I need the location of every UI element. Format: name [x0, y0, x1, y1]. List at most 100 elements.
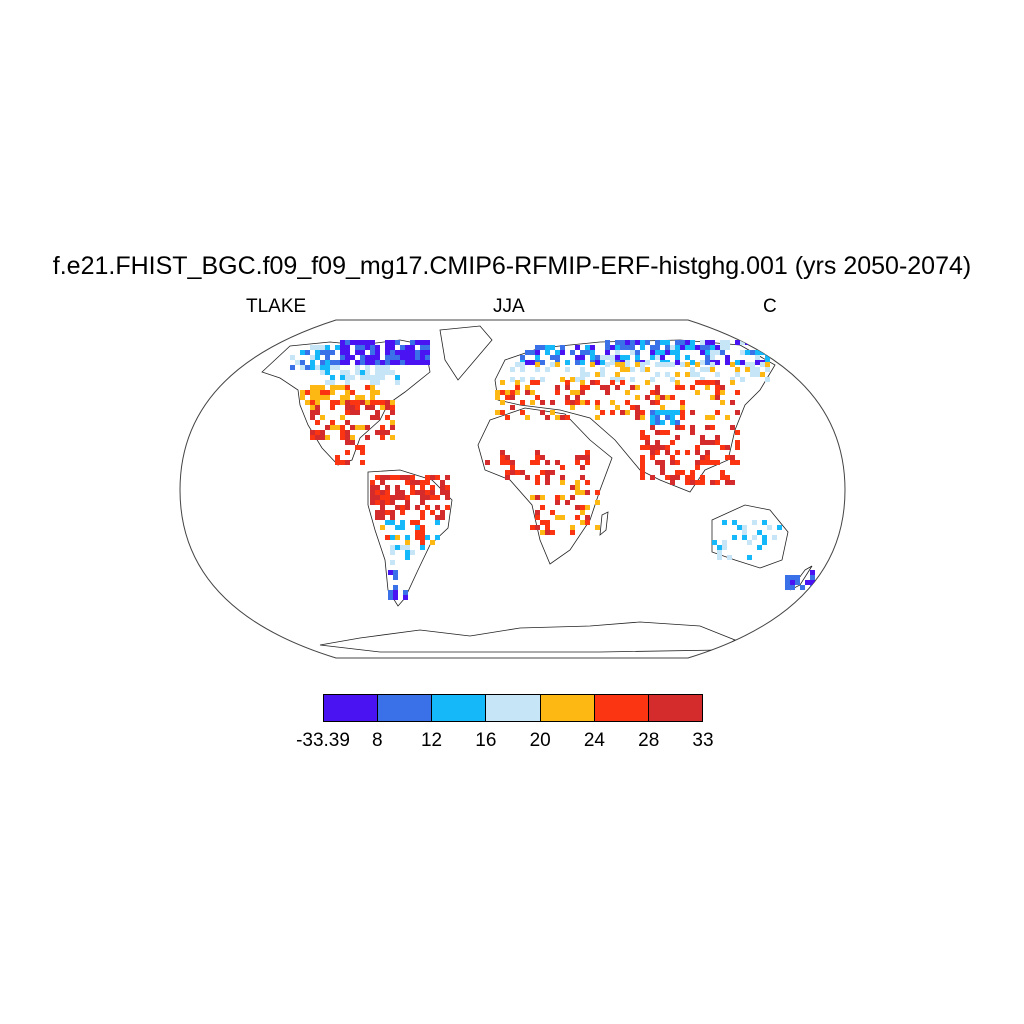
- grid-cell: [655, 372, 660, 377]
- grid-cell: [757, 545, 762, 550]
- grid-cell: [310, 430, 315, 435]
- grid-cell: [325, 345, 330, 350]
- grid-cell: [665, 415, 670, 420]
- grid-cell: [680, 340, 685, 345]
- grid-cell: [330, 400, 335, 405]
- grid-cell: [350, 390, 355, 395]
- grid-cell: [650, 415, 655, 420]
- grid-cell: [385, 535, 390, 540]
- grid-cell: [330, 380, 335, 385]
- grid-cell: [365, 355, 370, 360]
- grid-cell: [565, 380, 570, 385]
- grid-cell: [530, 380, 535, 385]
- grid-cell: [755, 367, 760, 372]
- grid-cell: [645, 340, 650, 345]
- grid-cell: [650, 455, 655, 460]
- grid-cell: [310, 400, 315, 405]
- grid-cell: [605, 390, 610, 395]
- grid-cell: [595, 355, 600, 360]
- grid-cell: [395, 505, 400, 510]
- grid-cell: [600, 360, 605, 365]
- grid-cell: [385, 475, 390, 480]
- grid-cell: [675, 345, 680, 350]
- grid-cell: [540, 495, 545, 500]
- grid-cell: [640, 415, 645, 420]
- grid-cell: [545, 415, 550, 420]
- grid-cell: [670, 460, 675, 465]
- grid-cell: [680, 425, 685, 430]
- grid-cell: [500, 410, 505, 415]
- grid-cell: [745, 350, 750, 355]
- grid-cell: [515, 385, 520, 390]
- grid-cell: [560, 377, 565, 382]
- grid-cell: [370, 355, 375, 360]
- grid-cell: [400, 350, 405, 355]
- grid-cell: [675, 385, 680, 390]
- grid-cell: [390, 400, 395, 405]
- grid-cell: [665, 395, 670, 400]
- grid-cell: [330, 420, 335, 425]
- grid-cell: [388, 595, 393, 600]
- grid-cell: [380, 525, 385, 530]
- grid-cell: [535, 350, 540, 355]
- grid-cell: [415, 340, 420, 345]
- grid-cell: [350, 340, 355, 345]
- grid-cell: [565, 500, 570, 505]
- grid-cell: [580, 372, 585, 377]
- grid-cell: [365, 365, 370, 370]
- grid-cell: [645, 380, 650, 385]
- grid-cell: [695, 480, 700, 485]
- grid-cell: [370, 415, 375, 420]
- grid-cell: [635, 362, 640, 367]
- grid-cell: [590, 350, 595, 355]
- grid-cell: [705, 380, 710, 385]
- grid-cell: [370, 390, 375, 395]
- grid-cell: [415, 360, 420, 365]
- grid-cell: [660, 350, 665, 355]
- grid-cell: [445, 495, 450, 500]
- grid-cell: [310, 410, 315, 415]
- grid-cell: [620, 377, 625, 382]
- grid-cell: [430, 510, 435, 515]
- grid-cell: [630, 340, 635, 345]
- grid-cell: [410, 480, 415, 485]
- grid-cell: [700, 367, 705, 372]
- grid-cell: [370, 395, 375, 400]
- grid-cell: [570, 390, 575, 395]
- grid-cell: [722, 540, 727, 545]
- grid-cell: [605, 385, 610, 390]
- grid-cell: [410, 345, 415, 350]
- grid-cell: [380, 480, 385, 485]
- grid-cell: [725, 360, 730, 365]
- grid-cell: [575, 505, 580, 510]
- grid-cell: [710, 395, 715, 400]
- grid-cell: [650, 350, 655, 355]
- grid-cell: [495, 390, 500, 395]
- colorbar-swatch: [378, 695, 433, 721]
- grid-cell: [560, 345, 565, 350]
- grid-cell: [595, 490, 600, 495]
- grid-cell: [760, 362, 765, 367]
- grid-cell: [390, 520, 395, 525]
- grid-cell: [325, 355, 330, 360]
- grid-cell: [500, 390, 505, 395]
- grid-cell: [785, 585, 790, 590]
- grid-cell: [320, 385, 325, 390]
- grid-cell: [635, 410, 640, 415]
- grid-cell: [585, 385, 590, 390]
- grid-cell: [655, 400, 660, 405]
- grid-cell: [420, 495, 425, 500]
- grid-cell: [345, 375, 350, 380]
- grid-cell: [360, 460, 365, 465]
- grid-cell: [715, 395, 720, 400]
- grid-cell: [420, 535, 425, 540]
- grid-cell: [425, 535, 430, 540]
- grid-cell: [355, 400, 360, 405]
- grid-cell: [600, 385, 605, 390]
- grid-cell: [635, 355, 640, 360]
- grid-cell: [715, 385, 720, 390]
- grid-cell: [640, 465, 645, 470]
- grid-cell: [420, 485, 425, 490]
- grid-cell: [380, 430, 385, 435]
- grid-cell: [635, 350, 640, 355]
